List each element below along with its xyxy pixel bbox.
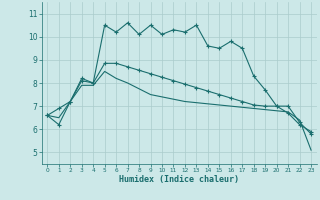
X-axis label: Humidex (Indice chaleur): Humidex (Indice chaleur) xyxy=(119,175,239,184)
